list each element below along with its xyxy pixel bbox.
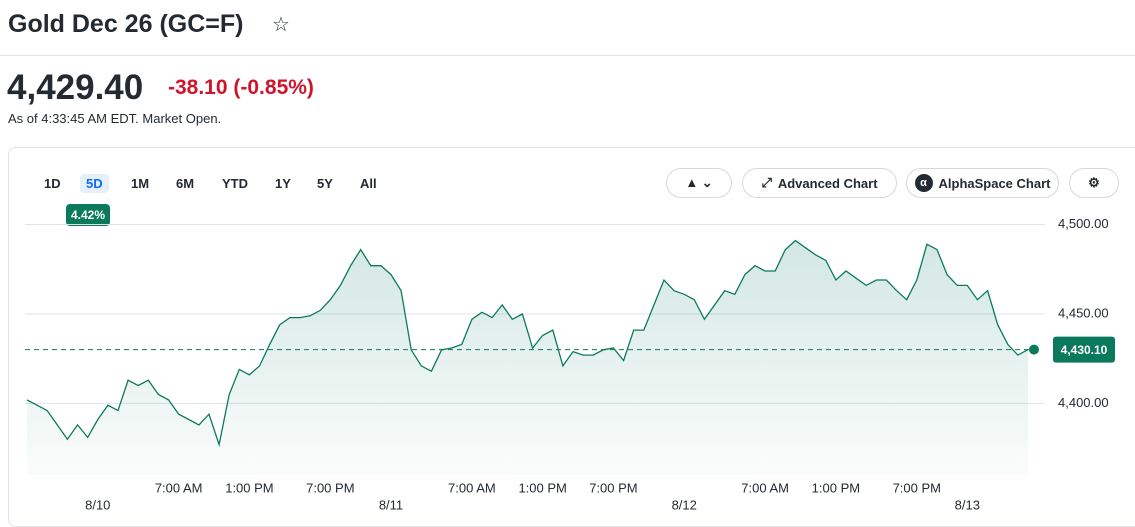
x-tick-label: 1:00 PM: [812, 480, 860, 495]
x-date-label: 8/13: [955, 497, 980, 512]
range-badge: 4.42%: [66, 204, 111, 226]
x-date-label: 8/12: [672, 497, 697, 512]
range-button[interactable]: All: [360, 176, 377, 191]
x-tick-label: 1:00 PM: [518, 480, 566, 495]
price: 4,429.40: [7, 68, 144, 107]
x-date-label: 8/10: [85, 497, 110, 512]
x-tick-label: 7:00 AM: [155, 480, 203, 495]
divider: [0, 55, 1135, 56]
y-tick-label: 4,500.00: [1058, 216, 1109, 231]
x-date-label: 8/11: [379, 497, 403, 512]
title: Gold Dec 26 (GC=F): [8, 10, 244, 38]
range-button[interactable]: 5Y: [317, 176, 333, 191]
y-tick-label: 4,400.00: [1058, 395, 1109, 410]
price-line-series: [26, 239, 1029, 448]
x-tick-label: 7:00 PM: [306, 480, 354, 495]
change-pct: (-0.85%): [233, 76, 314, 99]
range-button[interactable]: 1D: [44, 176, 61, 191]
change-value: -38.10: [168, 76, 228, 99]
range-button[interactable]: 6M: [176, 176, 195, 191]
x-tick-label: 1:00 PM: [225, 480, 273, 495]
last-point: [1029, 344, 1039, 355]
icon: α: [914, 174, 933, 192]
label: Advanced Chart: [777, 175, 878, 191]
x-tick-label: 7:00 PM: [893, 480, 941, 495]
x-tick-label: 7:00 AM: [741, 480, 789, 495]
as-of: As of 4:33:45 AM EDT. Market Open.: [8, 111, 222, 126]
y-tick-label: 4,450.00: [1058, 305, 1109, 320]
alphaspace-chart[interactable]: α AlphaSpace Chart: [906, 168, 1059, 198]
price-badge: [1053, 336, 1115, 363]
range-button[interactable]: 1M: [131, 176, 150, 191]
range-button[interactable]: 1Y: [275, 176, 291, 191]
area-fill: [27, 240, 1028, 475]
price-badge-label: 4,430.10: [1061, 343, 1108, 357]
advanced-chart[interactable]: ⤢ Advanced Chart: [742, 168, 897, 198]
label: AlphaSpace Chart: [938, 175, 1051, 191]
chart-type[interactable]: ▲ ⌄: [666, 168, 732, 198]
x-tick-label: 7:00 PM: [589, 480, 637, 495]
settings[interactable]: ⚙: [1069, 168, 1119, 198]
watch-star[interactable]: ☆: [272, 14, 290, 36]
range-button[interactable]: 5D: [80, 174, 109, 193]
range-button[interactable]: YTD: [222, 176, 248, 191]
change: -38.10 (-0.85%): [168, 76, 314, 100]
icon: ⤢: [761, 175, 772, 190]
x-tick-label: 7:00 AM: [448, 480, 496, 495]
